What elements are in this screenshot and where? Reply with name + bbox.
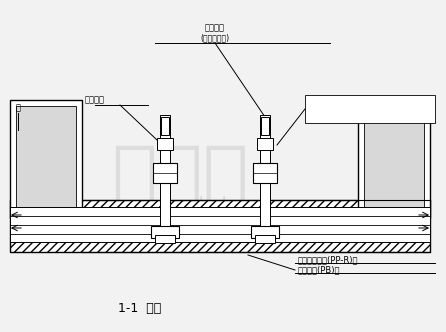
Text: (左内管嵌入工程): (左内管嵌入工程) [309, 112, 345, 118]
Bar [251, 226, 279, 238]
Bar [253, 163, 277, 183]
Bar [151, 226, 179, 238]
Bar [10, 200, 430, 252]
Bar [257, 138, 273, 150]
Bar [157, 138, 173, 150]
Text: 1-1  剪面: 1-1 剪面 [118, 301, 161, 314]
Bar [364, 106, 424, 212]
Bar [260, 115, 270, 242]
Text: 筑龙网: 筑龙网 [111, 141, 249, 215]
Bar [153, 163, 177, 183]
Text: 居层地暂(PB)管: 居层地暂(PB)管 [298, 266, 340, 275]
Text: www.zhulong.com: www.zhulong.com [141, 196, 305, 214]
Text: 内螺纹头: 内螺纹头 [85, 96, 105, 105]
Text: 壁: 壁 [16, 104, 21, 113]
Bar [16, 106, 76, 212]
Bar [358, 100, 430, 218]
Bar [305, 95, 435, 123]
Text: 辅件管简: 辅件管简 [205, 24, 225, 33]
Bar [261, 117, 269, 135]
Text: 管件内嵌三道: 管件内嵌三道 [309, 100, 339, 109]
Bar [10, 207, 430, 242]
Text: 无缝居层地暂(PP-R)管: 无缝居层地暂(PP-R)管 [298, 256, 359, 265]
Bar [10, 100, 82, 218]
Bar [155, 235, 175, 243]
Bar [161, 117, 169, 135]
Text: (左小管纹线): (左小管纹线) [200, 34, 230, 42]
Bar [160, 115, 170, 242]
Bar [255, 235, 275, 243]
